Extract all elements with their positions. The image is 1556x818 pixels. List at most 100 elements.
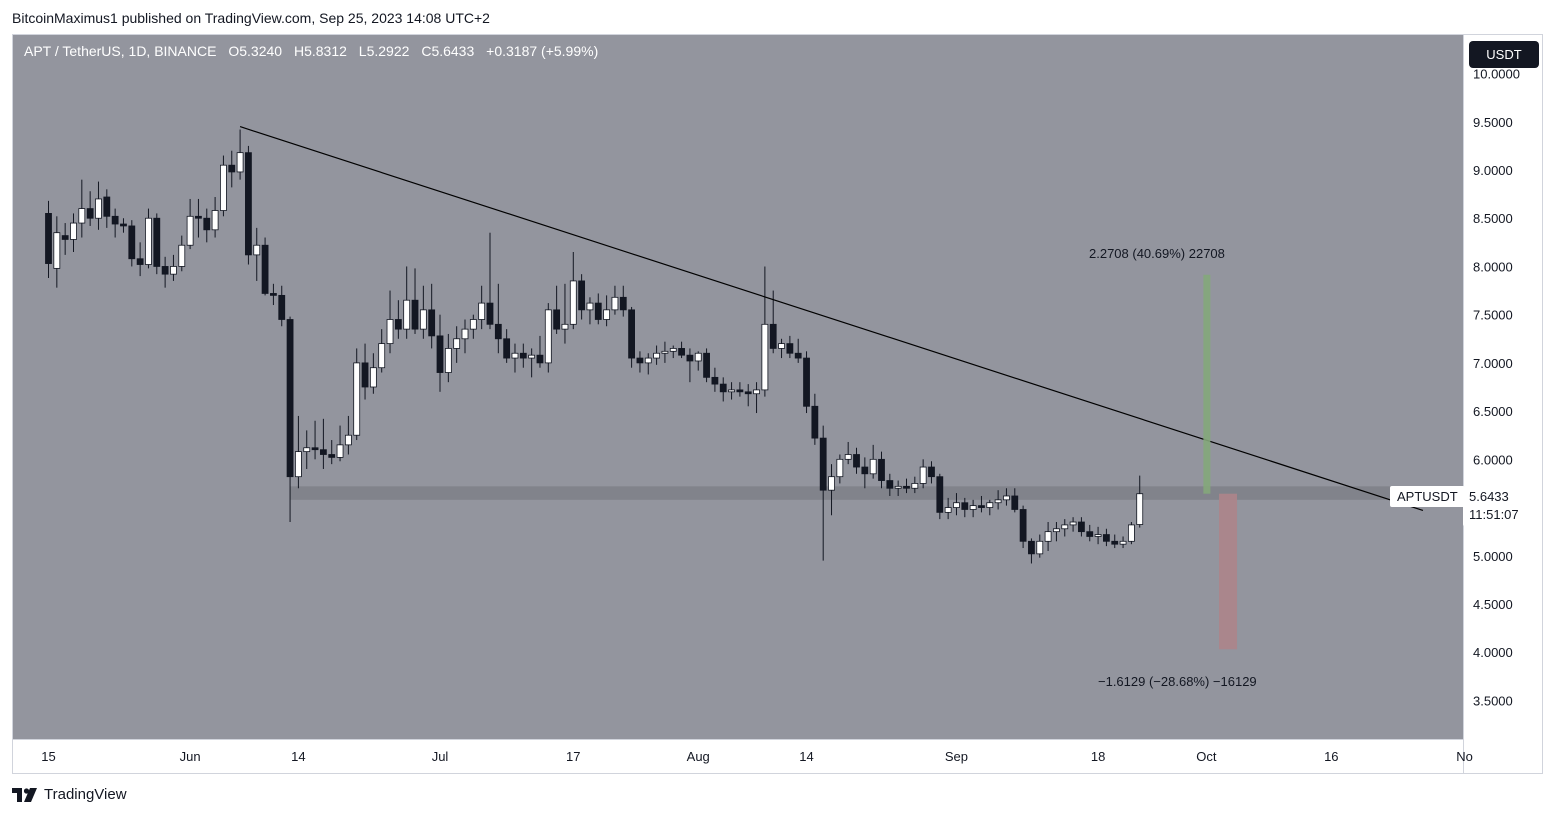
candle-body <box>703 352 710 378</box>
candle <box>303 430 311 469</box>
candle-body <box>78 208 86 224</box>
candle-body <box>469 319 477 330</box>
candle-body <box>278 294 286 320</box>
candle-body <box>328 454 336 458</box>
ohlc-open: O5.3240 <box>228 43 282 59</box>
candle <box>711 367 719 392</box>
candle <box>195 198 202 238</box>
candle-body <box>1078 521 1085 533</box>
candle <box>1069 517 1077 532</box>
candle-body <box>853 454 860 468</box>
candle <box>1019 505 1027 549</box>
candle-body <box>803 357 810 407</box>
candle-body <box>228 164 236 173</box>
candle <box>519 343 527 368</box>
candle <box>836 454 844 484</box>
candle-body <box>894 485 902 489</box>
candle <box>894 480 902 496</box>
candle-body <box>519 352 527 359</box>
candle <box>503 329 511 363</box>
price-tick-label: 8.5000 <box>1473 211 1513 226</box>
candle <box>903 478 910 494</box>
candle <box>578 274 586 320</box>
candle-body <box>369 367 377 388</box>
price-axis <box>1463 35 1542 773</box>
candle <box>928 461 935 484</box>
ohlc-high: H5.8312 <box>294 43 347 59</box>
candle-body <box>261 244 269 294</box>
price-tick-label: 4.5000 <box>1473 597 1513 612</box>
candle-body <box>453 338 461 349</box>
candle-body <box>861 466 869 475</box>
open-label: O <box>228 43 240 59</box>
bar-countdown: 11:51:07 <box>1469 507 1519 522</box>
chart-panel[interactable]: 10.0000 9.5000 9.0000 8.5000 8.0000 7.5000 7.0… <box>12 34 1543 774</box>
candle <box>128 220 136 267</box>
candle <box>586 297 594 325</box>
candle-body <box>769 323 777 349</box>
measure-up-bar <box>1203 274 1211 494</box>
candle <box>120 218 127 233</box>
candle <box>70 213 77 252</box>
candle-body <box>386 319 394 345</box>
price-tick-label: 10.0000 <box>1473 67 1520 82</box>
candle <box>769 290 777 354</box>
candle <box>619 285 627 317</box>
candle-body <box>736 389 744 393</box>
candle <box>744 384 752 407</box>
candle-body <box>1011 495 1019 510</box>
candle-body <box>270 293 277 296</box>
candle <box>786 335 794 359</box>
candle-body <box>161 266 169 275</box>
candle <box>444 333 452 383</box>
candle <box>678 341 685 359</box>
candle <box>386 290 394 354</box>
footer-brand-name: TradingView <box>44 786 127 803</box>
candle <box>378 329 386 373</box>
candle-body <box>569 280 577 325</box>
candle-body <box>378 343 386 369</box>
candle-body <box>794 352 802 359</box>
candle-body <box>120 223 127 227</box>
candle-body <box>1044 531 1052 542</box>
candle <box>969 499 977 518</box>
candle <box>461 319 469 354</box>
measure-down-bar <box>1219 493 1238 650</box>
candle <box>936 473 944 520</box>
candle-body <box>1028 540 1035 555</box>
candle-body <box>245 152 252 256</box>
candle-body <box>95 198 102 219</box>
candle-body <box>669 348 677 352</box>
candle <box>661 341 669 363</box>
candlestick-chart[interactable]: 10.0000 9.5000 9.0000 8.5000 8.0000 7.5000 7.0… <box>13 35 1542 773</box>
descending-trendline <box>239 126 1424 512</box>
candle-body <box>678 348 685 356</box>
price-tick-label: 4.0000 <box>1473 645 1513 660</box>
footer-brand[interactable]: TradingView <box>12 786 127 803</box>
candle <box>1094 526 1102 545</box>
candle <box>53 216 61 288</box>
candle <box>753 382 760 414</box>
candle <box>45 200 52 279</box>
candle-body <box>1119 540 1127 545</box>
candle <box>153 213 161 275</box>
candle-body <box>961 502 969 510</box>
candle-body <box>628 309 635 359</box>
candle-body <box>203 217 211 231</box>
candle-body <box>719 383 727 393</box>
candle <box>703 348 710 383</box>
candle-body <box>969 505 977 510</box>
candle-body <box>419 309 427 330</box>
candle <box>778 338 785 359</box>
candle-body <box>619 296 627 311</box>
low-label: L <box>358 43 367 59</box>
candle-body <box>886 480 894 489</box>
candle-body <box>336 444 344 458</box>
candle-body <box>694 352 702 362</box>
candle-body <box>844 454 852 460</box>
candle-body <box>1103 534 1110 542</box>
candle <box>561 283 569 344</box>
time-tick-label: 18 <box>1091 749 1105 764</box>
currency-button[interactable]: USDT <box>1469 41 1539 68</box>
last-price-tag: 5.6433 11:51:07 <box>1463 486 1539 526</box>
